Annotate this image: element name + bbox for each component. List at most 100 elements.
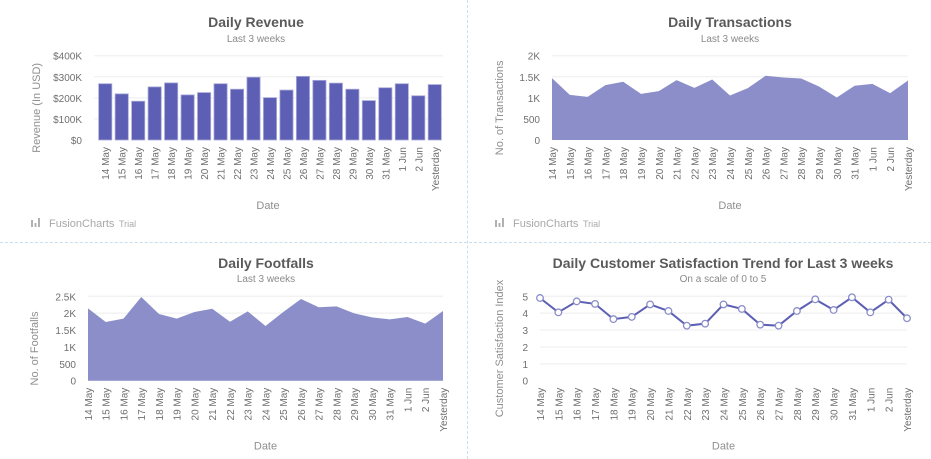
x-tick-label: 22 May [233, 147, 244, 180]
x-tick-label: 15 May [566, 147, 577, 180]
panel-divider-horizontal [0, 242, 931, 243]
x-axis-title: Date [718, 200, 741, 212]
bar-25-may [279, 89, 294, 141]
x-tick-label: 23 May [701, 388, 712, 421]
bar-20-may [197, 92, 212, 141]
x-tick-label: 29 May [811, 388, 822, 421]
x-tick-label: 27 May [315, 388, 326, 421]
data-point-14-may [536, 294, 544, 302]
chart-subtitle: Last 3 weeks [237, 274, 295, 285]
fusioncharts-logo: FusionCharts Trial [495, 218, 600, 230]
x-tick-label: 22 May [690, 147, 701, 180]
y-tick-label: 3 [522, 326, 528, 337]
bar-30-may [361, 100, 376, 141]
x-tick-label: 30 May [830, 388, 841, 421]
data-point-2-jun [884, 295, 893, 304]
bar-15-may [114, 93, 129, 141]
x-tick-label: 23 May [250, 147, 261, 180]
fusioncharts-logo: FusionCharts Trial [31, 218, 136, 230]
panel-divider-vertical [467, 0, 468, 459]
x-tick-label: 29 May [815, 147, 826, 180]
data-point-29-may [811, 295, 820, 304]
daily-footfalls-chart: Daily Footfalls Last 3 weeks 0 500 1K 1.5K 2K 2… [29, 255, 450, 453]
bar-1-jun [394, 83, 409, 141]
x-tick-label: 1 Jun [866, 388, 877, 412]
data-point-18-may [609, 315, 618, 324]
y-tick-label: 1.5K [55, 326, 76, 337]
x-tick-label: 16 May [120, 388, 131, 421]
data-point-20-may [646, 300, 655, 309]
bar-yesterday [427, 84, 442, 141]
data-point-23-may [701, 319, 710, 328]
x-tick-label: 18 May [619, 147, 630, 180]
x-tick-label: 20 May [646, 388, 657, 421]
data-point-24-may [719, 300, 728, 309]
y-tick-label: 4 [522, 309, 528, 320]
bar-18-may [164, 82, 179, 141]
x-tick-label: 17 May [591, 388, 602, 421]
x-tick-label: 17 May [151, 147, 162, 180]
bar-23-may [246, 76, 261, 141]
x-tick-label: 24 May [262, 388, 273, 421]
daily-transactions-chart: Daily Transactions Last 3 weeks 0 500 1K 1.5K… [494, 14, 915, 230]
x-tick-label: 14 May [84, 388, 95, 421]
x-tick-label: 27 May [315, 147, 326, 180]
x-tick-label: 25 May [738, 388, 749, 421]
x-tick-label: 19 May [637, 147, 648, 180]
x-tick-label: 29 May [348, 147, 359, 180]
logo-trial-text: Trial [583, 219, 600, 229]
x-tick-label: 28 May [333, 388, 344, 421]
y-tick-label: 0 [522, 377, 528, 388]
x-axis-title: Date [256, 200, 279, 212]
y-tick-label: 0 [534, 136, 540, 147]
y-axis-title: Revenue (In USD) [31, 63, 43, 153]
chart-subtitle: Last 3 weeks [701, 34, 759, 45]
x-tick-label: 20 May [200, 147, 211, 180]
logo-text: FusionCharts [49, 218, 115, 230]
y-tick-label: 2.5K [55, 292, 76, 303]
logo-text: FusionCharts [513, 218, 579, 230]
logo-bar-icon [31, 220, 33, 227]
area-series [88, 297, 443, 381]
bar-17-may [147, 86, 162, 141]
x-tick-label: 29 May [350, 388, 361, 421]
x-tick-label: 17 May [137, 388, 148, 421]
y-tick-label: 2K [528, 52, 541, 63]
data-point-26-may [756, 320, 765, 329]
x-tick-label: 17 May [601, 147, 612, 180]
chart-title: Daily Revenue [208, 14, 304, 30]
logo-bar-icon [502, 218, 504, 227]
bar-21-may [213, 83, 228, 141]
x-tick-label: 14 May [101, 147, 112, 180]
bar-31-may [378, 87, 393, 141]
x-tick-label: Yesterday [903, 388, 914, 432]
bar-19-may [180, 94, 195, 141]
y-tick-label: $200K [53, 94, 82, 105]
x-tick-label: 14 May [548, 147, 559, 180]
y-tick-label: $300K [53, 73, 82, 84]
bar-27-may [312, 79, 327, 141]
x-tick-label: 2 Jun [414, 147, 425, 171]
x-tick-label: 26 May [756, 388, 767, 421]
data-point-30-may [829, 306, 838, 314]
x-tick-label: 14 May [536, 388, 547, 421]
data-point-1-jun [866, 308, 875, 317]
y-tick-label: $0 [71, 136, 83, 147]
y-tick-label: 1K [64, 343, 77, 354]
x-tick-label: 30 May [365, 147, 376, 180]
x-tick-label: 15 May [118, 147, 129, 180]
logo-bar-icon [38, 218, 40, 227]
logo-bar-icon [495, 220, 497, 227]
y-tick-label: $400K [53, 52, 82, 63]
data-point-19-may [627, 312, 636, 321]
x-tick-label: Yesterday [431, 147, 442, 191]
x-tick-label: 19 May [628, 388, 639, 421]
x-tick-label: 24 May [266, 147, 277, 180]
y-tick-label: 500 [59, 360, 76, 371]
x-tick-label: 25 May [279, 388, 290, 421]
x-tick-label: 20 May [191, 388, 202, 421]
x-tick-label: 18 May [155, 388, 166, 421]
x-tick-label: 16 May [134, 147, 145, 180]
x-tick-label: 31 May [848, 388, 859, 421]
x-axis-title: Date [254, 441, 277, 453]
